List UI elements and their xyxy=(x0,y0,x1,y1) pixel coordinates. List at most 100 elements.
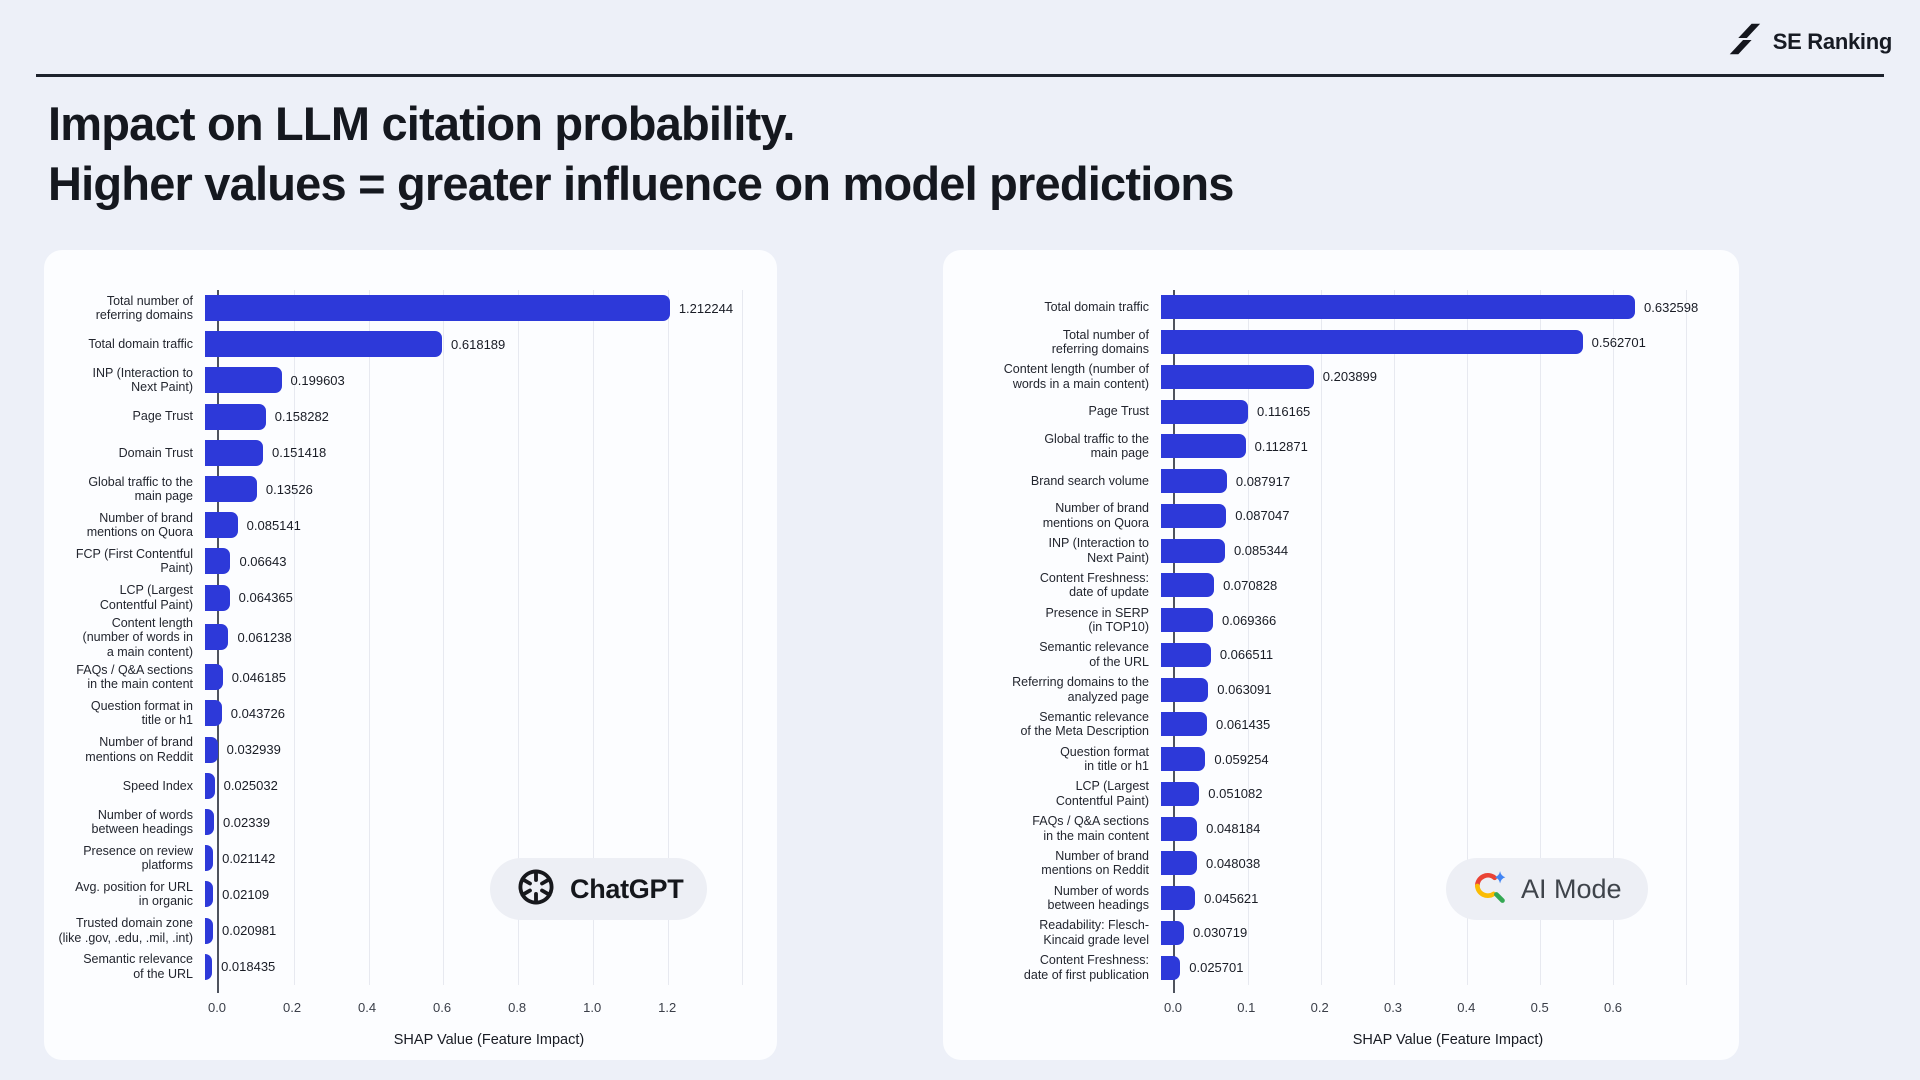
chart-row: Number of brand mentions on Quora 0.08514… xyxy=(58,507,761,543)
category-label: Content length (number of words in a mai… xyxy=(1003,362,1149,391)
category-label: Number of brand mentions on Reddit xyxy=(1041,848,1149,878)
bar-track: 1.212244 xyxy=(205,290,761,326)
bar xyxy=(1161,399,1249,424)
category-label: INP (Interaction to Next Paint) xyxy=(92,365,193,395)
bar xyxy=(1161,330,1583,355)
category-label: Question format in title or h1 xyxy=(1060,744,1149,774)
bar xyxy=(1161,503,1227,528)
chart-row: Content Freshness: date of update 0.07082… xyxy=(957,568,1723,603)
value-label: 0.032939 xyxy=(226,742,281,758)
x-axis-tick: 0.4 xyxy=(1457,1000,1476,1015)
x-axis-tick: 0.3 xyxy=(1383,1000,1403,1015)
value-label: 0.087917 xyxy=(1235,473,1291,489)
bar-track: 0.025701 xyxy=(1161,950,1723,985)
chart-row: Total number of referring domains 0.56270… xyxy=(957,325,1723,360)
value-label: 0.025032 xyxy=(223,778,278,794)
value-label: 0.02339 xyxy=(222,814,270,830)
chart-rows: Total number of referring domains 1.21224… xyxy=(58,290,761,985)
category-label: Number of words between headings xyxy=(91,807,193,837)
value-label: 0.020981 xyxy=(222,923,277,939)
x-axis-label: SHAP Value (Feature Impact) xyxy=(393,1032,585,1048)
bar-track: 0.151418 xyxy=(205,435,761,471)
gridline xyxy=(592,290,594,985)
value-label: 0.066511 xyxy=(1219,647,1274,663)
value-label: 0.048038 xyxy=(1205,855,1261,871)
chart-row: FAQs / Q&A sections in the main content 0… xyxy=(58,659,761,695)
bar xyxy=(205,476,257,503)
bar xyxy=(205,664,223,691)
x-axis-tick: 0.0 xyxy=(207,1000,227,1015)
bar-track: 0.116165 xyxy=(1161,394,1723,429)
category-label: Number of brand mentions on Quora xyxy=(86,510,193,540)
value-label: 0.045621 xyxy=(1204,890,1259,906)
bar xyxy=(205,548,231,575)
chart-row: Speed Index 0.025032 xyxy=(58,768,761,804)
category-label: FAQs / Q&A sections in the main content xyxy=(76,662,193,692)
bar-track: 0.059254 xyxy=(1161,742,1723,777)
chart-row: Domain Trust 0.151418 xyxy=(58,435,761,471)
bar-track: 0.632598 xyxy=(1161,290,1723,325)
category-label: Question format in title or h1 xyxy=(90,698,193,728)
chatgpt-badge: ChatGPT xyxy=(490,858,708,920)
gridline xyxy=(667,290,669,985)
bar-track: 0.087047 xyxy=(1161,499,1723,534)
value-label: 0.618189 xyxy=(451,336,506,352)
chart-row: LCP (Largest Contentful Paint) 0.051082 xyxy=(957,777,1723,812)
category-label: FAQs / Q&A sections in the main content xyxy=(1032,814,1149,843)
x-axis-tick: 0.6 xyxy=(1603,1000,1623,1015)
bar-track: 0.061435 xyxy=(1161,707,1723,742)
bar-track: 0.061238 xyxy=(205,616,761,660)
bar xyxy=(205,772,215,799)
ai-mode-badge: AI Mode xyxy=(1446,858,1648,920)
value-label: 0.070828 xyxy=(1223,577,1278,593)
bar xyxy=(205,331,443,358)
category-label: Semantic relevance of the URL xyxy=(83,952,193,981)
category-label: Semantic relevance of the URL xyxy=(1039,640,1149,669)
bar xyxy=(1161,469,1227,494)
gridline xyxy=(518,290,520,985)
bar-track: 0.043726 xyxy=(205,695,761,731)
value-label: 0.203899 xyxy=(1322,369,1378,385)
chart-row: Total domain traffic 0.632598 xyxy=(957,290,1723,325)
value-label: 0.13526 xyxy=(265,481,313,497)
bar xyxy=(1161,920,1185,945)
chart-row: Question format in title or h1 0.059254 xyxy=(957,742,1723,777)
bar-track: 0.070828 xyxy=(1161,568,1723,603)
bar-track: 0.066511 xyxy=(1161,638,1723,673)
x-axis-ticks: 0.0 0.2 0.4 0.6 0.8 1.0 1.2 xyxy=(208,1000,761,1018)
value-label: 0.158282 xyxy=(274,409,329,425)
gridline xyxy=(1686,290,1688,985)
bar xyxy=(1161,677,1209,702)
category-label: INP (Interaction to Next Paint) xyxy=(1048,536,1149,565)
bar-track: 0.203899 xyxy=(1161,360,1723,395)
x-axis-tick: 0.0 xyxy=(1163,1000,1183,1015)
bar-track: 0.063091 xyxy=(1161,672,1723,707)
chart-row: Number of words between headings 0.02339 xyxy=(58,804,761,840)
se-ranking-logo: SE Ranking xyxy=(1725,20,1892,63)
bar-track: 0.02109 xyxy=(205,876,761,912)
bar xyxy=(1161,816,1198,841)
badge-label: AI Mode xyxy=(1521,873,1622,904)
bar-track: 0.025032 xyxy=(205,768,761,804)
chart-row: Trusted domain zone (like .gov, .edu, .m… xyxy=(58,913,761,949)
ai-mode-shap-chart: Total domain traffic 0.632598 Total number… xyxy=(957,290,1723,1060)
bar-track: 0.046185 xyxy=(205,659,761,695)
ai-mode-icon xyxy=(1472,869,1508,910)
bar-track: 0.13526 xyxy=(205,471,761,507)
bar-track: 0.06643 xyxy=(205,543,761,579)
bar xyxy=(1161,747,1206,772)
bar-track: 0.051082 xyxy=(1161,777,1723,812)
bar-track: 0.618189 xyxy=(205,326,761,362)
bar xyxy=(205,917,214,944)
category-label: Semantic relevance of the Meta Descripti… xyxy=(1020,709,1149,739)
bar-track: 0.02339 xyxy=(205,804,761,840)
category-label: Trusted domain zone (like .gov, .edu, .m… xyxy=(58,916,193,945)
badge-label: ChatGPT xyxy=(570,873,684,904)
value-label: 0.048184 xyxy=(1206,821,1261,837)
chart-row: Semantic relevance of the URL 0.018435 xyxy=(58,949,761,985)
x-axis-tick: 0.1 xyxy=(1237,1000,1256,1015)
value-label: 0.061435 xyxy=(1216,716,1271,732)
value-label: 0.064365 xyxy=(238,590,293,606)
value-label: 0.199603 xyxy=(290,372,345,388)
value-label: 0.051082 xyxy=(1208,786,1263,802)
